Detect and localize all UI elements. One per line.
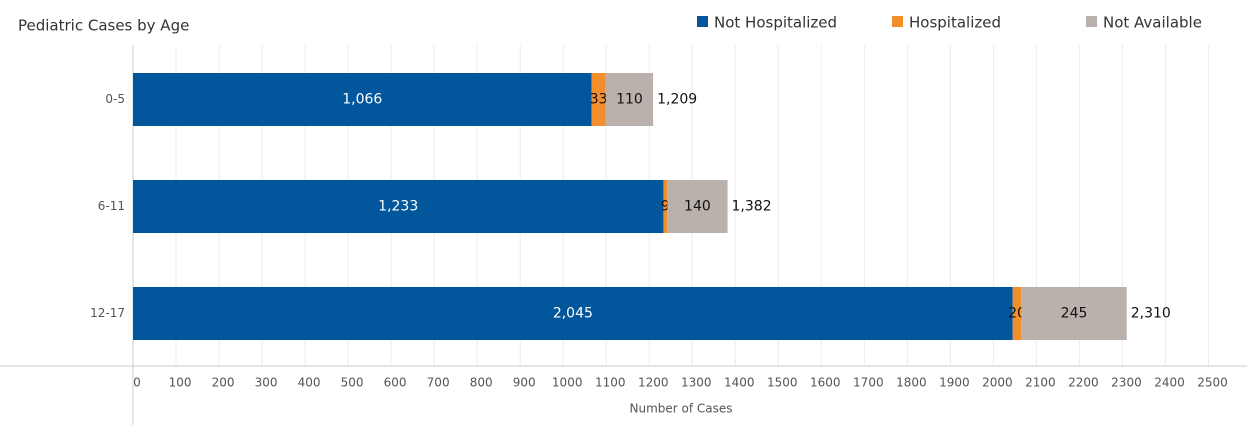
- bar-segment: [133, 73, 592, 126]
- chart-title: Pediatric Cases by Age: [18, 17, 189, 35]
- x-tick-label: 1800: [896, 376, 927, 390]
- x-tick-label: 600: [384, 376, 407, 390]
- x-tick-label: 1700: [853, 376, 884, 390]
- x-axis-title: Number of Cases: [629, 402, 732, 416]
- x-tick-label: 1100: [595, 376, 626, 390]
- data-label: 1,066: [342, 92, 382, 108]
- legend-swatch: [697, 16, 708, 27]
- bar-segment: [591, 73, 606, 126]
- x-tick-label: 2200: [1068, 376, 1099, 390]
- x-tick-label: 2400: [1154, 376, 1185, 390]
- x-tick-label: 2300: [1111, 376, 1142, 390]
- x-tick-label: 100: [169, 376, 192, 390]
- bar-segment: [1012, 287, 1022, 340]
- bar-segment: [133, 287, 1013, 340]
- data-label: 9: [661, 199, 670, 215]
- y-tick-label: 12-17: [90, 306, 125, 320]
- total-label: 1,209: [657, 92, 697, 108]
- x-tick-label: 2000: [982, 376, 1013, 390]
- x-tick-label: 1000: [552, 376, 583, 390]
- x-tick-label: 700: [427, 376, 450, 390]
- x-tick-label: 2500: [1197, 376, 1228, 390]
- legend-swatch: [1086, 16, 1097, 27]
- y-tick-label: 0-5: [105, 92, 125, 106]
- x-tick-label: 400: [298, 376, 321, 390]
- x-tick-label: 0: [133, 376, 141, 390]
- data-label: 2,045: [553, 306, 593, 322]
- x-tick-label: 200: [212, 376, 235, 390]
- legend-label: Not Available: [1103, 14, 1202, 32]
- x-tick-label: 1900: [939, 376, 970, 390]
- x-tick-label: 800: [470, 376, 493, 390]
- x-tick-label: 1400: [724, 376, 755, 390]
- data-label: 1,233: [378, 199, 418, 215]
- x-tick-label: 1200: [638, 376, 669, 390]
- y-tick-label: 6-11: [98, 199, 125, 213]
- bar-segment: [663, 180, 668, 233]
- x-tick-label: 1300: [681, 376, 712, 390]
- data-label: 140: [684, 199, 711, 215]
- data-label: 33: [590, 92, 608, 108]
- bar-segment: [667, 180, 728, 233]
- legend-swatch: [892, 16, 903, 27]
- x-tick-label: 1500: [767, 376, 798, 390]
- x-tick-label: 300: [255, 376, 278, 390]
- x-tick-label: 1600: [810, 376, 841, 390]
- legend-label: Hospitalized: [909, 14, 1001, 32]
- bar-segment: [605, 73, 654, 126]
- data-label: 110: [616, 92, 643, 108]
- total-label: 1,382: [732, 199, 772, 215]
- x-tick-label: 900: [513, 376, 536, 390]
- data-label: 245: [1061, 306, 1088, 322]
- x-tick-label: 2100: [1025, 376, 1056, 390]
- bar-segment: [1021, 287, 1127, 340]
- x-tick-label: 500: [341, 376, 364, 390]
- legend-label: Not Hospitalized: [714, 14, 837, 32]
- bar-segment: [133, 180, 664, 233]
- total-label: 2,310: [1131, 306, 1171, 322]
